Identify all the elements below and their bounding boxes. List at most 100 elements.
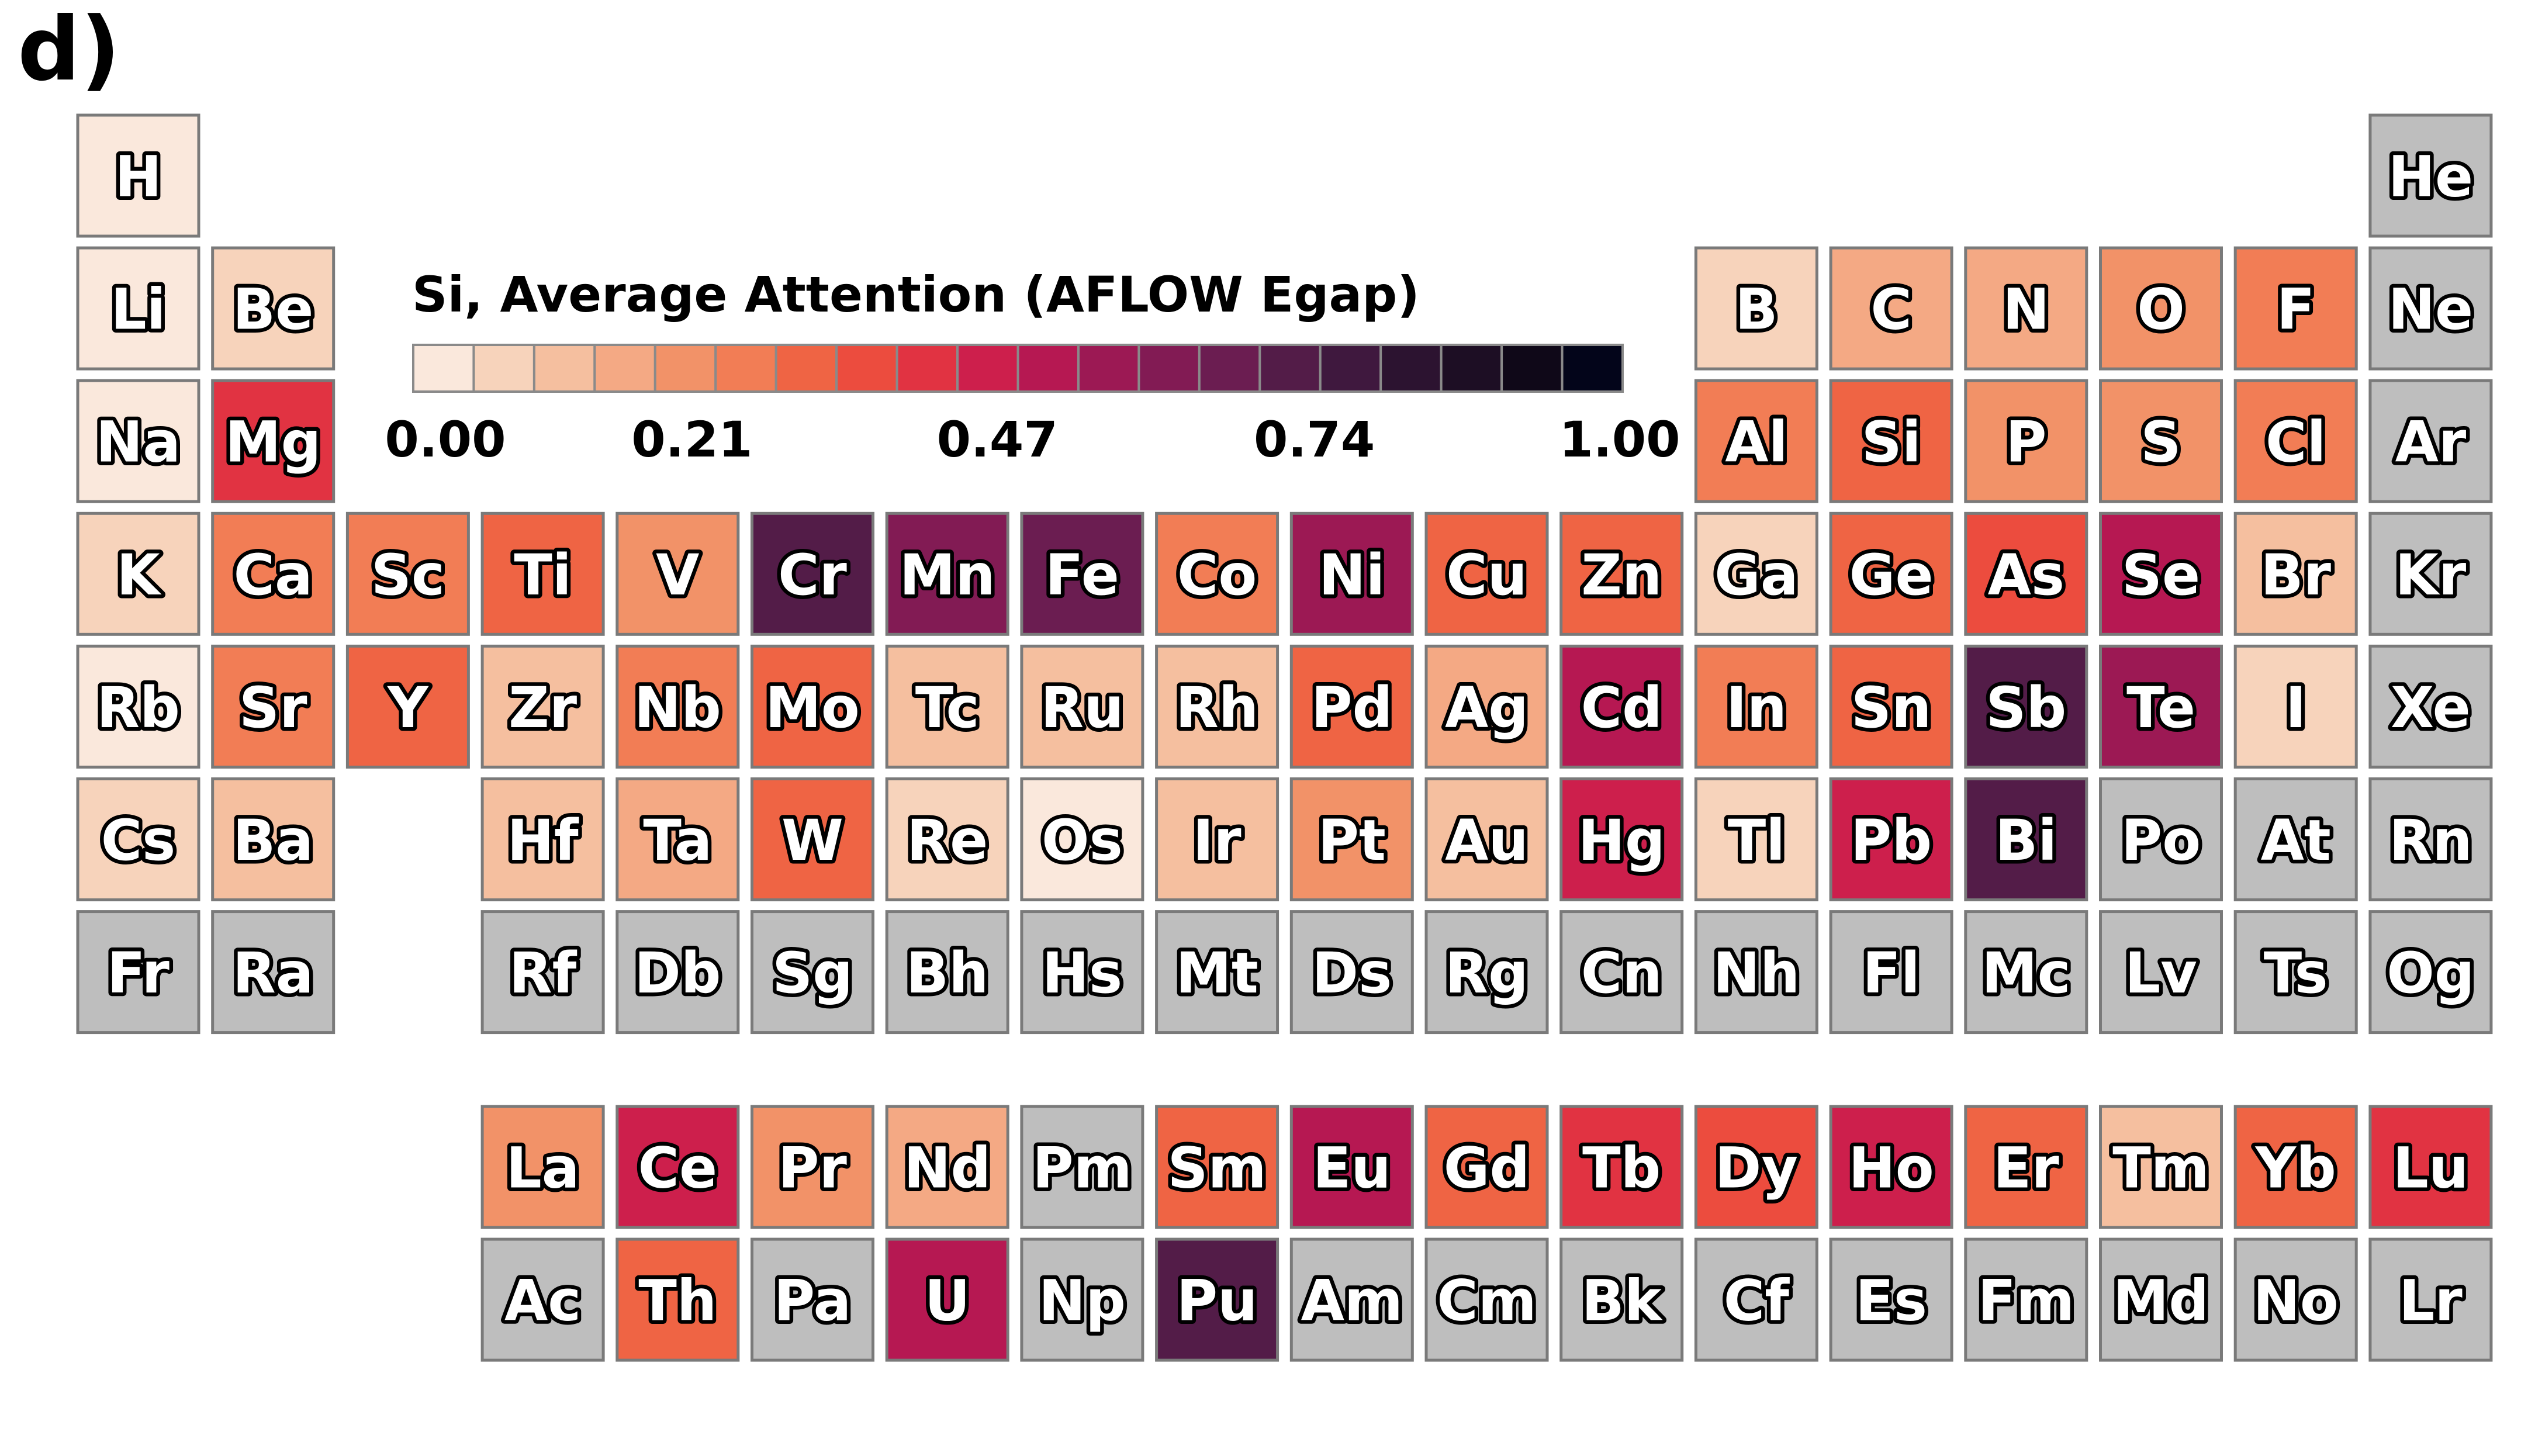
element-tile — [1829, 777, 1953, 901]
element-cell-tl: Tl — [1694, 777, 1818, 901]
element-tile — [1964, 246, 2088, 371]
element-cell-nb: Nb — [615, 644, 740, 769]
element-symbol: Hf — [507, 808, 579, 873]
element-symbol: Ra — [233, 940, 314, 1006]
element-cell-er: Er — [1964, 1105, 2088, 1229]
element-symbol: Zn — [1581, 542, 1662, 608]
element-tile — [615, 777, 740, 901]
element-symbol: Np — [1039, 1268, 1126, 1334]
element-tile — [1424, 910, 1549, 1035]
element-cell-fm: Fm — [1964, 1237, 2088, 1362]
element-tile — [76, 644, 200, 769]
element-cell-ra: Ra — [211, 910, 336, 1035]
element-tile — [480, 777, 605, 901]
element-cell-ts: Ts — [2233, 910, 2358, 1035]
element-symbol: Cr — [778, 542, 847, 608]
element-cell-o: O — [2099, 246, 2223, 371]
element-tile — [1020, 644, 1144, 769]
element-symbol: Yb — [2255, 1136, 2336, 1201]
element-cell-v: V — [615, 511, 740, 636]
element-tile — [1964, 1105, 2088, 1229]
element-symbol: U — [925, 1268, 970, 1334]
element-symbol: Ds — [1312, 940, 1392, 1006]
element-tile — [1289, 511, 1414, 636]
element-cell-sr: Sr — [211, 644, 336, 769]
element-cell-cm: Cm — [1424, 1237, 1549, 1362]
element-cell-tb: Tb — [1559, 1105, 1684, 1229]
element-symbol: Lr — [2399, 1268, 2463, 1334]
element-cell-sc: Sc — [345, 511, 470, 636]
element-tile — [1964, 379, 2088, 503]
element-symbol: Pt — [1318, 808, 1386, 873]
colorbar-tick-label: 0.21 — [631, 411, 753, 468]
element-tile — [1155, 910, 1279, 1035]
element-cell-dy: Dy — [1694, 1105, 1818, 1229]
colorbar — [412, 344, 1624, 393]
element-symbol: Ts — [2264, 940, 2328, 1006]
element-cell-th: Th — [615, 1237, 740, 1362]
element-tile — [76, 910, 200, 1035]
element-cell-c: C — [1829, 246, 1953, 371]
element-cell-ge: Ge — [1829, 511, 1953, 636]
element-tile — [1829, 644, 1953, 769]
element-cell-co: Co — [1155, 511, 1279, 636]
element-cell-pr: Pr — [751, 1105, 874, 1229]
element-tile — [751, 910, 874, 1035]
element-cell-pm: Pm — [1020, 1105, 1144, 1229]
element-tile — [1829, 1237, 1953, 1362]
element-symbol: He — [2388, 144, 2473, 210]
element-tile — [1289, 910, 1414, 1035]
element-symbol: Ac — [504, 1268, 581, 1334]
element-symbol: F — [2277, 277, 2315, 343]
element-symbol: Nd — [904, 1136, 991, 1201]
element-cell-ds: Ds — [1289, 910, 1414, 1035]
element-cell-og: Og — [2368, 910, 2493, 1035]
element-symbol: Pu — [1177, 1268, 1258, 1334]
element-tile — [211, 777, 336, 901]
colorbar-tick-label: 0.47 — [936, 411, 1058, 468]
element-tile — [2099, 777, 2223, 901]
element-cell-li: Li — [76, 246, 200, 371]
element-symbol: I — [2285, 675, 2306, 741]
element-symbol: Bk — [1582, 1268, 1663, 1334]
element-symbol: P — [2005, 410, 2046, 475]
element-symbol: Rg — [1445, 940, 1528, 1006]
element-tile — [2368, 379, 2493, 503]
colorbar-bin — [774, 344, 838, 393]
element-tile — [1155, 1105, 1279, 1229]
element-symbol: Na — [96, 410, 181, 475]
element-cell-se: Se — [2099, 511, 2223, 636]
element-symbol: Pm — [1032, 1136, 1132, 1201]
element-symbol: Mn — [900, 542, 995, 608]
element-tile — [76, 246, 200, 371]
panel-label: d) — [18, 0, 120, 101]
element-tile — [2099, 1105, 2223, 1229]
element-tile — [1559, 910, 1684, 1035]
element-tile — [1424, 644, 1549, 769]
element-symbol: In — [1726, 675, 1787, 741]
element-symbol: Re — [907, 808, 988, 873]
element-cell-al: Al — [1694, 379, 1818, 503]
element-symbol: Rh — [1175, 675, 1258, 741]
element-tile — [1559, 777, 1684, 901]
element-cell-sb: Sb — [1964, 644, 2088, 769]
element-tile — [2233, 910, 2358, 1035]
element-tile — [1424, 1237, 1549, 1362]
element-tile — [1964, 644, 2088, 769]
element-symbol: V — [656, 542, 699, 608]
element-cell-bi: Bi — [1964, 777, 2088, 901]
element-cell-zr: Zr — [480, 644, 605, 769]
element-cell-ce: Ce — [615, 1105, 740, 1229]
element-cell-mo: Mo — [751, 644, 874, 769]
element-tile — [480, 644, 605, 769]
element-cell-hf: Hf — [480, 777, 605, 901]
element-cell-si: Si — [1829, 379, 1953, 503]
element-cell-ag: Ag — [1424, 644, 1549, 769]
element-tile — [615, 511, 740, 636]
element-cell-rf: Rf — [480, 910, 605, 1035]
element-tile — [480, 1105, 605, 1229]
element-symbol: H — [115, 144, 161, 210]
element-cell-rb: Rb — [76, 644, 200, 769]
element-tile — [2368, 1105, 2493, 1229]
element-tile — [480, 910, 605, 1035]
